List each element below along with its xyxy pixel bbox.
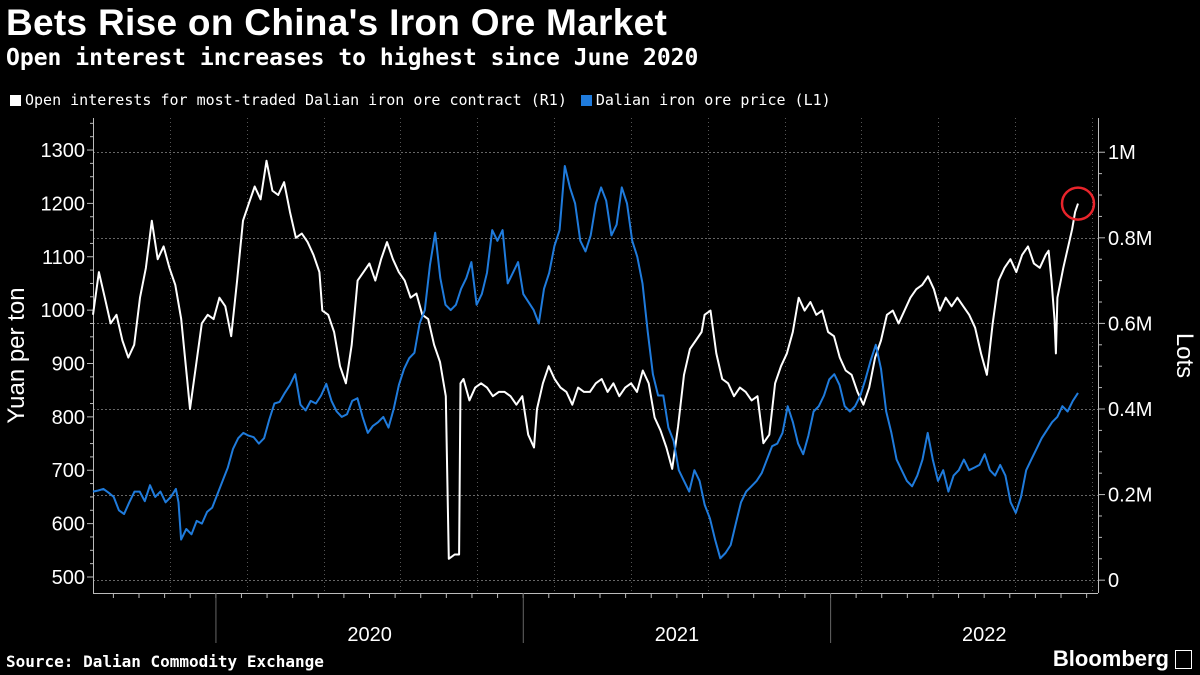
legend: Open interests for most-traded Dalian ir… [10,91,831,109]
axes: 500 600 700 800 900 1000 1100 1200 1300 Yuan per … [3,118,1198,646]
legend-swatch-blue [580,94,592,106]
left-tick-label: 900 [52,354,85,376]
right-tick-label: 0.4M [1108,399,1152,421]
left-tick-label: 600 [52,514,85,536]
left-tick-label: 800 [52,407,85,429]
right-tick-label: 0.6M [1108,313,1152,335]
grid-lines [93,118,1098,593]
highlight-circle [1060,186,1096,221]
left-tick-label: 1300 [41,140,86,162]
left-axis-title: Yuan per ton [3,287,30,423]
legend-item-iron-ore-price: Dalian iron ore price (L1) [580,91,831,109]
source-note: Source: Dalian Commodity Exchange [6,652,324,671]
left-tick-label: 1100 [42,247,85,269]
series-layer [92,159,1079,560]
left-tick-label: 500 [52,567,85,589]
annotation-layer [1060,186,1096,221]
right-tick-label: 0 [1108,570,1119,592]
chart-title: Bets Rise on China's Iron Ore Market [6,2,668,43]
bloomberg-logo: Bloomberg [1053,646,1192,672]
legend-label-iron-ore-price: Dalian iron ore price (L1) [595,91,831,109]
x-tick-label: 2020 [347,624,392,646]
brand-name: Bloomberg [1052,646,1169,671]
right-tick-label: 0.8M [1108,228,1152,250]
x-tick-label: 2021 [655,624,700,646]
right-tick-label: 0.2M [1108,485,1152,507]
legend-swatch-white [10,94,21,106]
right-axis-title: Lots [1171,333,1198,378]
right-tick-label: 1M [1108,142,1136,164]
iron-ore-price-line [92,165,1079,560]
left-tick-label: 1000 [41,300,86,322]
x-tick-label: 2022 [962,624,1007,646]
chart-subtitle: Open interest increases to highest since… [6,45,699,71]
left-tick-label: 700 [52,460,85,482]
open-interest-line [92,159,1079,560]
chart-icon [1175,649,1192,669]
legend-item-open-interest: Open interests for most-traded Dalian ir… [10,91,567,109]
left-tick-label: 1200 [41,193,86,215]
legend-label-open-interest: Open interests for most-traded Dalian ir… [25,91,567,109]
